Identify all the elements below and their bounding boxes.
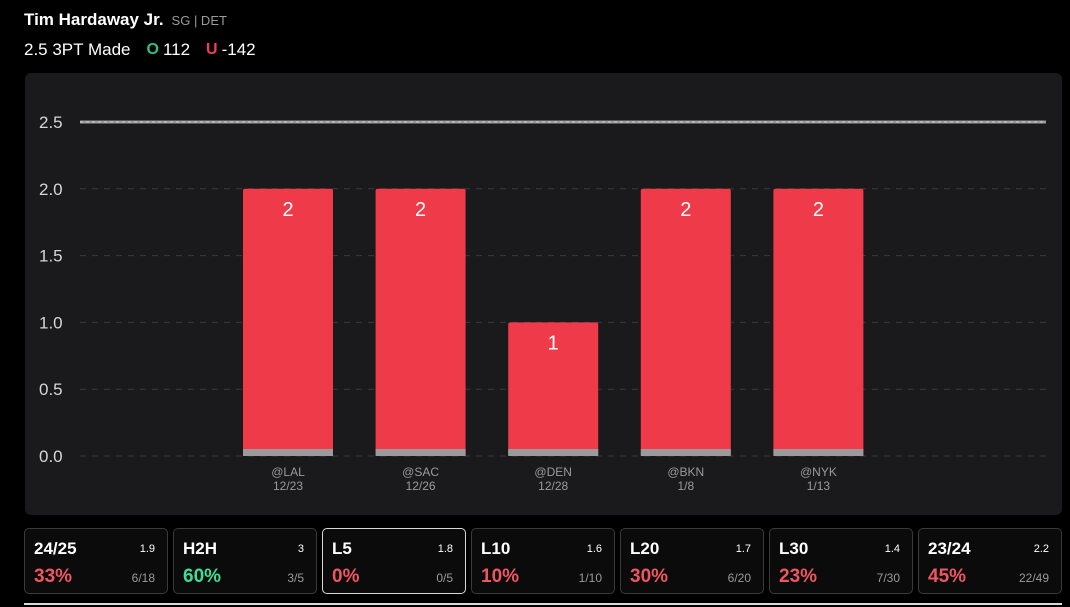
stat-label: H2H: [183, 539, 218, 558]
stat-card-l10[interactable]: L10 1.6 10% 1/10: [471, 528, 615, 594]
stat-hit-ratio: 6/20: [727, 571, 751, 585]
bar-den: [508, 322, 599, 456]
bottom-divider: [24, 603, 1062, 605]
stat-hit-rate: 10%: [481, 566, 520, 587]
x-tick-date: 12/28: [538, 479, 568, 493]
under-letter: U: [206, 41, 218, 58]
bar-data-label: 1: [548, 332, 559, 354]
stat-hit-rate: 45%: [928, 566, 967, 587]
stat-label: L10: [481, 539, 511, 558]
under-odds[interactable]: U -142: [206, 40, 256, 60]
stat-hit-rate: 33%: [34, 566, 73, 587]
bar-base: [243, 449, 333, 456]
y-tick-label: 1.5: [39, 247, 63, 266]
bar-base: [375, 449, 466, 456]
stat-hit-rate: 60%: [183, 566, 222, 587]
x-tick-date: 1/8: [677, 479, 694, 493]
bar-base: [508, 449, 599, 456]
stat-average: 1.6: [586, 543, 602, 555]
stat-hit-rate: 23%: [779, 566, 818, 587]
stat-card-l5[interactable]: L5 1.8 0% 0/5: [322, 528, 466, 594]
stat-card-24-25[interactable]: 24/25 1.9 33% 6/18: [24, 528, 168, 594]
bar-data-label: 2: [813, 199, 824, 221]
stat-card-h2h[interactable]: H2H 3 60% 3/5: [173, 528, 317, 594]
x-tick-date: 12/23: [273, 479, 303, 493]
stat-average: 1.8: [437, 543, 453, 555]
bar-base: [773, 449, 864, 456]
x-tick-opponent: @LAL: [271, 465, 305, 479]
x-tick-date: 12/26: [406, 479, 436, 493]
over-odds-value: 112: [162, 40, 191, 59]
bar-lal: [243, 188, 333, 457]
stat-hit-ratio: 1/10: [578, 571, 602, 585]
player-meta: SG | DET: [171, 13, 227, 28]
stat-hit-ratio: 6/18: [131, 571, 155, 585]
x-tick-date: 1/13: [807, 479, 831, 493]
x-tick-opponent: @NYK: [800, 465, 837, 479]
bar-nyk: [773, 188, 864, 457]
player-line: Tim Hardaway Jr. SG | DET: [24, 10, 272, 38]
stat-average: 3: [297, 543, 304, 555]
stats-row: 24/25 1.9 33% 6/18 H2H 3 60% 3/5 L5 1.8 0% 0/5 L10 1.…: [24, 528, 1062, 594]
prop-header: Tim Hardaway Jr. SG | DET 2.5 3PT Made O…: [24, 10, 272, 60]
stat-average: 1.7: [735, 543, 751, 555]
stat-label: 23/24: [928, 539, 971, 558]
over-letter: O: [146, 41, 159, 58]
prop-label: 2.5 3PT Made: [24, 40, 131, 59]
bar-data-label: 2: [282, 199, 293, 221]
stat-hit-ratio: 0/5: [436, 571, 453, 585]
stat-average: 1.4: [884, 543, 900, 555]
prop-line: 2.5 3PT Made O 112 U -142: [24, 40, 272, 60]
bar-sac: [375, 188, 466, 457]
stat-hit-ratio: 7/30: [876, 571, 900, 585]
stat-label: L20: [630, 539, 660, 558]
y-tick-label: 2.0: [39, 180, 63, 199]
chart-panel: 0.0 0.5 1.0 1.5 2.0 2.5 2 @LAL 12/23 2 @SAC 12/26 1 @…: [25, 73, 1062, 515]
y-tick-label: 0.0: [39, 447, 63, 466]
bar-base: [640, 449, 731, 456]
bar-bkn: [640, 188, 731, 457]
stat-card-l30[interactable]: L30 1.4 23% 7/30: [769, 528, 913, 594]
y-tick-label: 1.0: [39, 313, 63, 332]
over-odds[interactable]: O 112: [146, 40, 190, 60]
stat-hit-ratio: 22/49: [1018, 571, 1049, 585]
x-tick-opponent: @BKN: [667, 465, 704, 479]
x-tick-opponent: @DEN: [534, 465, 572, 479]
stat-card-l20[interactable]: L20 1.7 30% 6/20: [620, 528, 764, 594]
stat-label: L5: [332, 539, 352, 558]
stat-hit-rate: 0%: [332, 566, 360, 587]
x-tick-opponent: @SAC: [402, 465, 439, 479]
stat-average: 1.9: [139, 543, 155, 555]
y-tick-label: 2.5: [39, 113, 63, 132]
stat-card-23-24[interactable]: 23/24 2.2 45% 22/49: [918, 528, 1062, 594]
under-odds-value: -142: [221, 40, 256, 59]
stat-label: L30: [779, 539, 809, 558]
bar-data-label: 2: [415, 199, 426, 221]
player-name: Tim Hardaway Jr.: [24, 10, 164, 29]
stat-hit-rate: 30%: [630, 566, 669, 587]
stat-label: 24/25: [34, 539, 77, 558]
stat-average: 2.2: [1033, 543, 1049, 555]
stat-hit-ratio: 3/5: [287, 571, 304, 585]
y-tick-label: 0.5: [39, 380, 63, 399]
bar-data-label: 2: [680, 199, 691, 221]
